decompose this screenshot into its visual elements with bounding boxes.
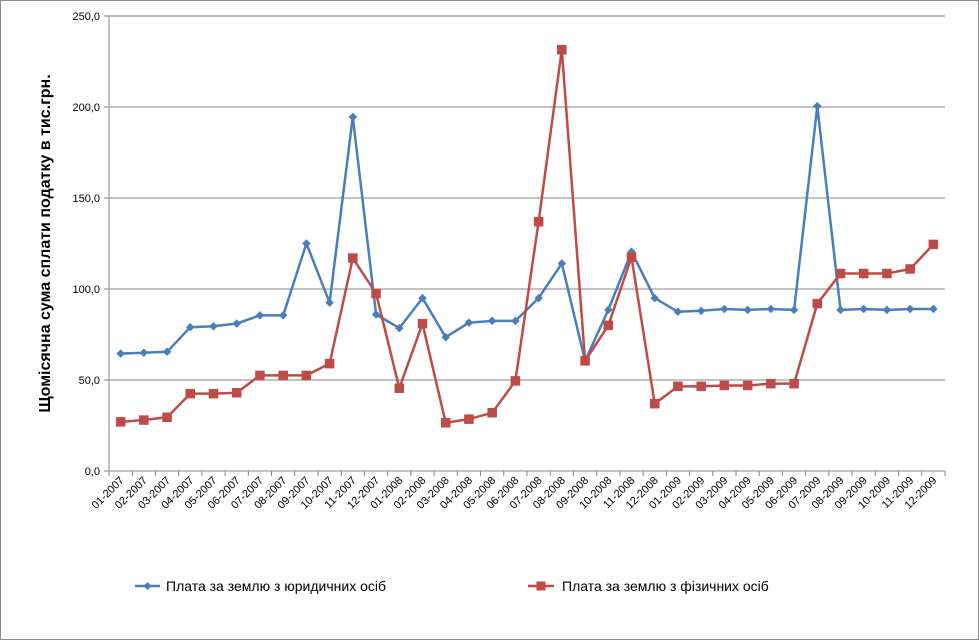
y-axis-label: Щомісячна сума сплати податку в тис.грн. bbox=[37, 74, 54, 412]
series-line bbox=[120, 48, 935, 425]
legend-label-legal-entities: Плата за землю з юридичних осіб bbox=[166, 578, 386, 594]
x-tick-labels: 01-200702-200703-200704-200705-200706-20… bbox=[90, 475, 940, 512]
data-point-diamond bbox=[185, 322, 195, 332]
legend-marker-square bbox=[536, 581, 546, 591]
data-point-square bbox=[858, 268, 869, 279]
y-tick-label: 50,0 bbox=[79, 375, 100, 387]
data-point-diamond bbox=[255, 311, 265, 320]
data-point-square bbox=[348, 253, 358, 263]
data-point-square bbox=[649, 398, 660, 409]
data-point-diamond bbox=[394, 323, 404, 333]
data-point-square bbox=[673, 381, 683, 392]
y-tick-label: 100,0 bbox=[72, 284, 100, 296]
series-legal-entities bbox=[116, 101, 938, 366]
data-point-square bbox=[626, 252, 637, 262]
legend: Плата за землю з юридичних осіб Плата за… bbox=[135, 578, 769, 594]
legend-label-individuals: Плата за землю з фізичних осіб bbox=[562, 578, 769, 594]
data-point-diamond bbox=[743, 305, 752, 315]
data-point-square bbox=[882, 268, 892, 279]
series bbox=[115, 44, 939, 428]
data-point-square bbox=[603, 320, 614, 331]
y-tick-labels: 0,0 50,0 100,0 150,0 200,0 250,0 bbox=[72, 11, 100, 478]
data-point-diamond bbox=[348, 112, 358, 122]
data-point-square bbox=[905, 264, 915, 274]
data-point-square bbox=[162, 412, 172, 423]
data-point-diamond bbox=[603, 305, 613, 315]
data-point-diamond bbox=[650, 293, 660, 303]
data-point-diamond bbox=[534, 293, 543, 303]
data-point-square bbox=[464, 414, 474, 424]
data-point-square bbox=[324, 358, 335, 369]
legend-marker-diamond bbox=[143, 582, 152, 590]
data-point-diamond bbox=[441, 332, 451, 342]
data-point-diamond bbox=[464, 318, 474, 328]
data-point-square bbox=[835, 268, 846, 279]
data-point-square bbox=[255, 370, 265, 381]
data-point-square bbox=[928, 239, 939, 250]
data-point-diamond bbox=[836, 305, 845, 315]
data-point-square bbox=[231, 387, 242, 398]
legend-item-legal-entities: Плата за землю з юридичних осіб bbox=[135, 578, 386, 594]
y-tick-label: 200,0 bbox=[72, 102, 100, 114]
axes bbox=[108, 16, 945, 472]
data-point-diamond bbox=[789, 305, 799, 315]
data-point-diamond bbox=[325, 298, 334, 308]
data-point-diamond bbox=[696, 306, 706, 316]
data-point-square bbox=[789, 378, 799, 389]
data-point-diamond bbox=[209, 321, 218, 331]
data-point-diamond bbox=[673, 307, 683, 317]
data-point-square bbox=[742, 380, 753, 391]
data-point-diamond bbox=[278, 311, 288, 320]
data-point-diamond bbox=[557, 259, 567, 268]
data-point-square bbox=[440, 418, 451, 428]
data-point-square bbox=[208, 388, 219, 399]
data-point-square bbox=[812, 298, 823, 309]
data-point-diamond bbox=[302, 239, 311, 248]
y-tick-label: 250,0 bbox=[72, 11, 100, 23]
data-point-square bbox=[510, 376, 521, 386]
y-tick-label: 0,0 bbox=[85, 466, 100, 478]
data-point-diamond bbox=[882, 305, 892, 315]
data-point-diamond bbox=[162, 347, 172, 357]
data-point-square bbox=[533, 216, 544, 227]
data-point-square bbox=[487, 408, 497, 418]
data-point-square bbox=[696, 381, 706, 392]
data-point-square bbox=[557, 44, 567, 55]
data-point-diamond bbox=[371, 310, 381, 319]
series-individuals bbox=[115, 44, 939, 428]
data-point-square bbox=[139, 415, 149, 425]
data-point-diamond bbox=[418, 293, 427, 303]
data-point-diamond bbox=[812, 101, 822, 111]
data-point-square bbox=[417, 318, 428, 329]
data-point-square bbox=[278, 370, 288, 381]
data-point-square bbox=[185, 388, 196, 399]
legend-item-individuals: Плата за землю з фізичних осіб bbox=[528, 578, 769, 594]
data-point-diamond bbox=[766, 304, 776, 314]
data-point-square bbox=[301, 370, 312, 381]
data-point-diamond bbox=[116, 349, 125, 358]
data-point-diamond bbox=[720, 304, 729, 314]
data-point-square bbox=[719, 380, 730, 391]
data-point-square bbox=[115, 417, 126, 427]
grid-lines bbox=[104, 15, 946, 476]
data-point-diamond bbox=[487, 316, 497, 326]
data-point-square bbox=[371, 288, 381, 299]
data-point-diamond bbox=[905, 304, 915, 314]
data-point-diamond bbox=[139, 348, 149, 358]
data-point-square bbox=[580, 356, 590, 366]
data-point-diamond bbox=[929, 304, 938, 314]
data-point-diamond bbox=[511, 316, 520, 326]
data-point-square bbox=[394, 383, 405, 393]
data-point-square bbox=[766, 378, 776, 389]
data-point-diamond bbox=[232, 319, 242, 328]
data-point-diamond bbox=[859, 304, 869, 314]
y-tick-label: 150,0 bbox=[72, 193, 100, 205]
